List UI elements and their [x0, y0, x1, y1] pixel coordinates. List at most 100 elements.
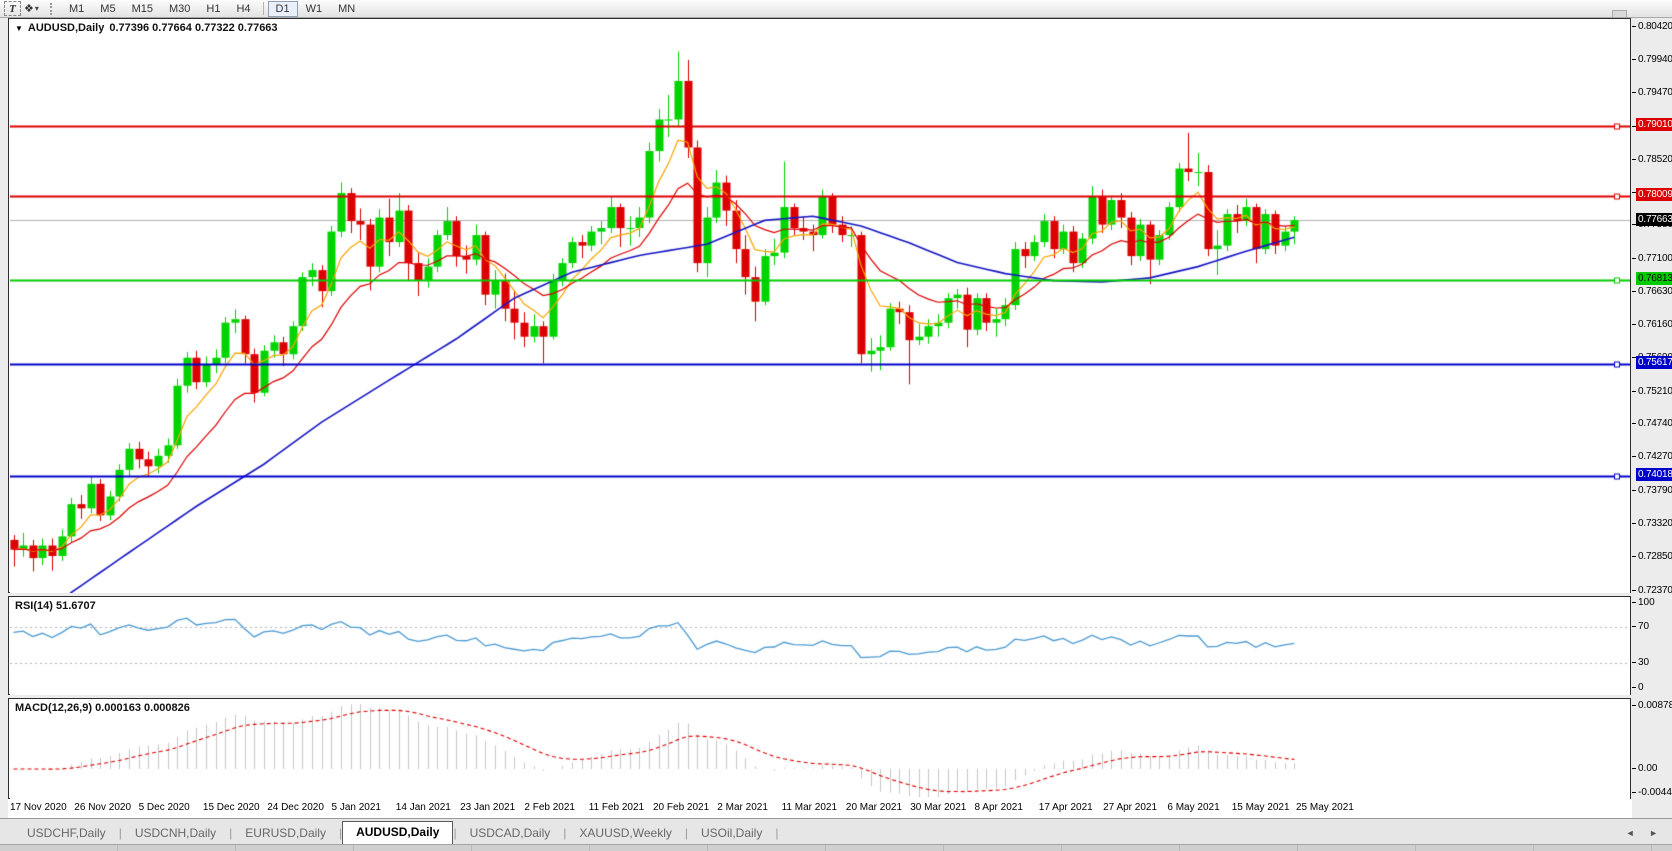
tab-separator: |: [775, 826, 779, 840]
indicator-scale-label: 70: [1632, 620, 1649, 632]
price-tag: 0.78009: [1636, 188, 1672, 202]
date-label: 8 Apr 2021: [974, 802, 1023, 813]
date-label: 14 Jan 2021: [395, 802, 451, 813]
price-tag: 0.79010: [1636, 118, 1672, 132]
date-label: 26 Nov 2020: [74, 802, 132, 813]
price-chart-panel: ▼ AUDUSD,Daily 0.77396 0.77664 0.77322 0…: [8, 18, 1631, 593]
date-label: 6 May 2021: [1167, 802, 1220, 813]
date-label: 5 Jan 2021: [331, 802, 382, 813]
candlestick-chart-canvas[interactable]: [10, 20, 1630, 593]
timeframe-button-h1[interactable]: H1: [206, 2, 221, 15]
text-tool-button[interactable]: T: [4, 1, 21, 16]
date-label: 20 Feb 2021: [653, 802, 710, 813]
indicator-scale-label: 0.008782: [1632, 699, 1672, 711]
date-label: 24 Dec 2020: [267, 802, 324, 813]
price-tick-label: 0.79470: [1632, 87, 1672, 99]
date-label: 27 Apr 2021: [1103, 802, 1158, 813]
timeframe-button-w1[interactable]: W1: [305, 2, 323, 15]
timeframe-button-m5[interactable]: M5: [100, 2, 116, 15]
chevron-down-icon: ▾: [34, 4, 39, 13]
chart-tab-audusd[interactable]: AUDUSD,Daily: [342, 821, 454, 844]
tab-scroll-arrows: ◄ ►: [1626, 828, 1664, 838]
indicator-scale-label: 100: [1632, 596, 1655, 608]
top-toolbar: T ❖ ▾ M1 M5 M15 M30 H1 H4 D1 W1 MN: [0, 0, 1672, 18]
date-label: 5 Dec 2020: [138, 802, 190, 813]
date-label: 2 Feb 2021: [524, 802, 575, 813]
macd-chart-canvas[interactable]: [10, 700, 1630, 799]
indicator-scale-label: 0.00: [1632, 762, 1657, 774]
price-tick-label: 0.74270: [1632, 451, 1672, 463]
indicator-dropdown-button[interactable]: ❖ ▾: [23, 1, 40, 16]
collapse-arrow-icon[interactable]: ▼: [15, 23, 23, 33]
price-tag: 0.75617: [1636, 356, 1672, 370]
date-label: 15 Dec 2020: [202, 802, 260, 813]
price-tick-label: 0.78520: [1632, 153, 1672, 165]
chart-tab-usdcad[interactable]: USDCAD,Daily: [469, 826, 551, 840]
date-label: 23 Jan 2021: [460, 802, 516, 813]
macd-indicator-panel: MACD(12,26,9) 0.000163 0.000826: [8, 698, 1631, 799]
date-label: 20 Mar 2021: [845, 802, 903, 813]
timeframe-button-m30[interactable]: M30: [168, 2, 191, 15]
chart-tab-bar: USDCHF,Daily | USDCNH,Daily | EURUSD,Daily | A…: [0, 818, 1672, 844]
indicator-scale-label: -0.004455: [1632, 786, 1672, 798]
date-label: 17 Apr 2021: [1038, 802, 1093, 813]
price-tick-label: 0.76630: [1632, 286, 1672, 298]
chart-tab-usoil[interactable]: USOil,Daily: [700, 826, 763, 840]
chart-tabs: USDCHF,Daily | USDCNH,Daily | EURUSD,Daily | A…: [14, 821, 778, 844]
price-tag: 0.74018: [1636, 468, 1672, 482]
price-tag: 0.76813: [1636, 272, 1672, 286]
chart-ohlc-values: 0.77396 0.77664 0.77322 0.77663: [109, 22, 278, 34]
date-label: 11 Mar 2021: [781, 802, 837, 813]
price-tick-label: 0.76160: [1632, 318, 1672, 330]
date-label: 15 May 2021: [1231, 802, 1290, 813]
chart-tab-usdcnh[interactable]: USDCNH,Daily: [134, 826, 217, 840]
tab-separator: |: [118, 826, 122, 840]
price-tag: 0.77663: [1636, 212, 1672, 226]
timeframe-button-group: M1 M5 M15 M30 H1 H4 D1 W1 MN: [61, 0, 363, 17]
timeframe-button-h4[interactable]: H4: [236, 2, 251, 15]
tab-separator: |: [229, 826, 233, 840]
timeframe-button-mn[interactable]: MN: [338, 2, 356, 15]
timeframe-button-d1[interactable]: D1: [267, 0, 298, 17]
price-tick-label: 0.75210: [1632, 385, 1672, 397]
price-tick-label: 0.80420: [1632, 20, 1672, 32]
scroll-left-icon[interactable]: ◄: [1625, 828, 1641, 838]
rsi-label: RSI(14) 51.6707: [15, 600, 96, 612]
timeframe-button-m15[interactable]: M15: [131, 2, 153, 15]
toolbar-separator: [262, 2, 264, 15]
scroll-right-icon[interactable]: ►: [1649, 828, 1664, 838]
chart-symbol-title: AUDUSD,Daily: [27, 22, 105, 34]
toolbar-drag-handle[interactable]: [50, 2, 53, 15]
price-tick-label: 0.74740: [1632, 418, 1672, 430]
date-axis[interactable]: 17 Nov 2020 26 Nov 2020 5 Dec 2020 15 Dec 2…: [8, 799, 1632, 818]
chart-tab-eurusd[interactable]: EURUSD,Daily: [245, 826, 326, 840]
status-strip: [0, 844, 1672, 851]
price-tick-label: 0.79940: [1632, 54, 1672, 66]
price-tick-label: 0.73790: [1632, 485, 1672, 497]
date-label: 25 May 2021: [1296, 802, 1354, 813]
price-tick-label: 0.72850: [1632, 550, 1672, 562]
indicator-icon: ❖: [24, 3, 34, 15]
tab-separator: |: [338, 826, 343, 840]
price-tick-label: 0.73320: [1632, 517, 1672, 529]
date-label: 17 Nov 2020: [10, 802, 67, 813]
price-tick-label: 0.77100: [1632, 253, 1672, 265]
chart-scroll-button[interactable]: [1612, 10, 1627, 18]
indicator-scale-label: 30: [1632, 656, 1649, 668]
price-axis[interactable]: 0.804200.799400.794700.789900.785200.780…: [1632, 18, 1672, 799]
tab-separator: |: [563, 826, 567, 840]
chart-tab-xauusd[interactable]: XAUUSD,Weekly: [579, 826, 672, 840]
date-label: 11 Feb 2021: [588, 802, 645, 813]
indicator-scale-label: 0: [1632, 681, 1644, 693]
rsi-chart-canvas[interactable]: [10, 598, 1630, 695]
timeframe-button-m1[interactable]: M1: [69, 2, 85, 15]
chart-header: ▼ AUDUSD,Daily 0.77396 0.77664 0.77322 0…: [15, 22, 278, 34]
tab-separator: |: [453, 826, 457, 840]
date-label: 30 Mar 2021: [910, 802, 967, 813]
macd-label: MACD(12,26,9) 0.000163 0.000826: [15, 702, 190, 714]
chart-tab-usdchf[interactable]: USDCHF,Daily: [27, 826, 106, 840]
price-tick-label: 0.72370: [1632, 584, 1672, 596]
rsi-indicator-panel: RSI(14) 51.6707: [8, 596, 1631, 695]
date-label: 2 Mar 2021: [717, 802, 768, 813]
